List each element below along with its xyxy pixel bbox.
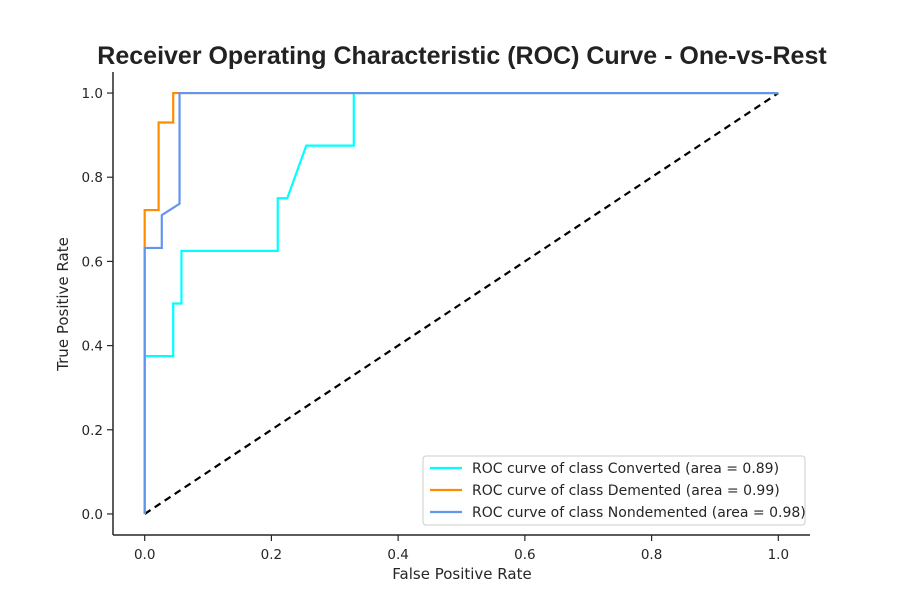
y-tick-label: 0.0 [82,507,103,523]
roc-line-converted [143,91,779,514]
chart-title: Receiver Operating Characteristic (ROC) … [97,42,827,70]
y-tick-label: 0.6 [82,254,103,270]
y-tick-label: 0.2 [82,423,103,439]
x-axis-label: False Positive Rate [392,565,531,583]
chance-diagonal-line [144,92,779,515]
legend-box [422,455,806,526]
roc-line-demented [143,91,779,514]
y-tick-label: 1.0 [82,86,103,102]
x-tick-label: 0.6 [514,547,535,563]
x-tick-label: 1.0 [768,547,789,563]
x-tick-label: 0.8 [641,547,662,563]
legend-entry-converted: ROC curve of class Converted (area = 0.8… [472,461,779,477]
x-tick-label: 0.0 [134,547,155,563]
y-axis-label: True Positive Rate [54,237,72,372]
legend: ROC curve of class Converted (area = 0.8… [422,455,806,526]
axes: 0.0 0.2 0.4 0.6 0.8 1.0 0.0 0.2 0.4 0.6 0.8 1.0 [82,72,810,563]
legend-entry-demented: ROC curve of class Demented (area = 0.99… [472,483,780,499]
x-tick-label: 0.2 [261,547,282,563]
legend-entry-nondemented: ROC curve of class Nondemented (area = 0… [472,505,806,521]
y-tick-label: 0.4 [82,339,103,355]
roc-line-nondemented [143,91,779,514]
x-tick-label: 0.4 [387,547,408,563]
y-tick-label: 0.8 [82,170,103,186]
plot-area [143,91,779,515]
